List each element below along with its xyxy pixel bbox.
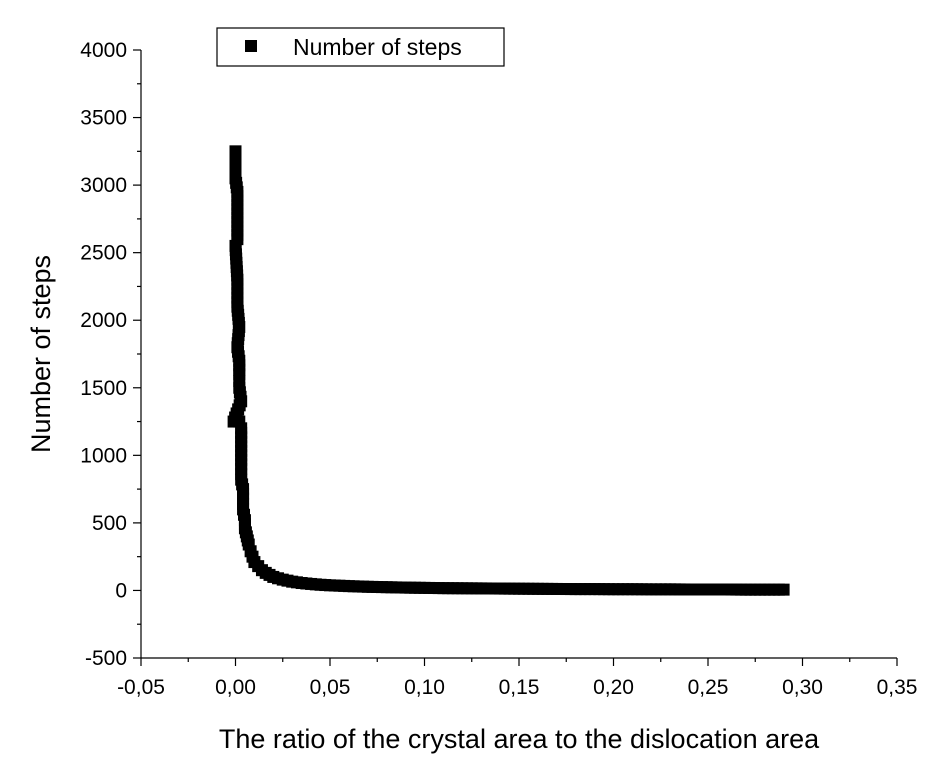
data-point-fill	[319, 579, 332, 592]
x-axis-ticks: -0,05 0,00 0,05 0,10 0,15 0,20 0,25 0,30 0,35	[117, 658, 917, 699]
data-point-fill	[432, 582, 445, 595]
plot-area: -0,05 0,00 0,05 0,10 0,15 0,20 0,25 0,30 0,35 -5…	[80, 39, 917, 699]
data-point-fill	[375, 581, 388, 594]
y-axis-ticks: -500 0 500 1000 1500 2000 2500 3000 3500 4000	[80, 39, 141, 670]
x-tick-label: 0,15	[499, 676, 540, 699]
data-point-fill	[640, 583, 653, 596]
data-point-fill	[309, 578, 322, 591]
data-point-fill	[300, 577, 313, 590]
data-point-fill	[231, 282, 244, 295]
data-point-fill	[238, 508, 251, 521]
y-tick-label: 500	[92, 512, 127, 535]
data-point-fill	[241, 534, 254, 547]
data-point-fill	[290, 576, 303, 589]
data-point-fill	[338, 579, 351, 592]
data-point-fill	[753, 583, 766, 596]
data-point-fill	[772, 583, 785, 596]
legend: Number of steps	[216, 27, 505, 67]
x-tick-label: 0,05	[310, 676, 351, 699]
data-point-fill	[546, 582, 559, 595]
data-point-fill	[237, 497, 250, 510]
data-point-fill	[394, 581, 407, 594]
x-axis-title: The ratio of the crystal area to the dis…	[219, 724, 820, 754]
data-point-fill	[237, 487, 250, 500]
y-tick-label: -500	[85, 647, 127, 670]
x-tick-label: 0,10	[404, 676, 445, 699]
data-point-fill	[235, 468, 248, 481]
data-point-fill	[235, 444, 248, 457]
data-point-fill	[583, 583, 596, 596]
x-tick-label: -0,05	[117, 676, 165, 699]
data-points	[227, 145, 790, 596]
legend-marker	[245, 40, 257, 52]
data-point-fill	[659, 583, 672, 596]
legend-box	[216, 27, 505, 67]
y-tick-label: 2500	[80, 242, 127, 265]
y-tick-label: 1500	[80, 377, 127, 400]
data-point-fill	[508, 582, 521, 595]
data-point-fill	[233, 363, 246, 376]
data-point-fill	[231, 228, 244, 241]
data-point-fill	[413, 581, 426, 594]
data-point-fill	[281, 574, 294, 587]
y-tick-label: 0	[115, 579, 127, 602]
data-point-fill	[229, 411, 242, 424]
data-point-fill	[678, 583, 691, 596]
y-tick-label: 2000	[80, 309, 127, 332]
legend-label: Number of steps	[293, 34, 462, 60]
data-point-fill	[357, 580, 370, 593]
y-axis-title: Number of steps	[26, 255, 56, 453]
data-point-fill	[735, 583, 748, 596]
data-point-fill	[272, 572, 285, 585]
y-tick-label: 1000	[80, 444, 127, 467]
x-tick-label: 0,25	[688, 676, 729, 699]
data-point-fill	[564, 583, 577, 596]
x-tick-label: 0,20	[593, 676, 634, 699]
data-point-fill	[470, 582, 483, 595]
data-point-fill	[229, 167, 242, 180]
data-point-fill	[602, 583, 615, 596]
x-tick-label: 0,00	[215, 676, 256, 699]
y-tick-label: 3000	[80, 174, 127, 197]
data-point-fill	[527, 582, 540, 595]
data-point-fill	[232, 350, 245, 363]
y-tick-label: 4000	[80, 39, 127, 62]
data-point-fill	[236, 478, 249, 491]
data-point-fill	[621, 583, 634, 596]
data-point-fill	[235, 458, 248, 471]
y-tick-label: 3500	[80, 107, 127, 130]
data-point-fill	[489, 582, 502, 595]
data-point-fill	[697, 583, 710, 596]
x-tick-label: 0,35	[877, 676, 918, 699]
data-point-fill	[716, 583, 729, 596]
data-point-fill	[451, 582, 464, 595]
data-point-fill	[235, 431, 248, 444]
x-tick-label: 0,30	[782, 676, 823, 699]
